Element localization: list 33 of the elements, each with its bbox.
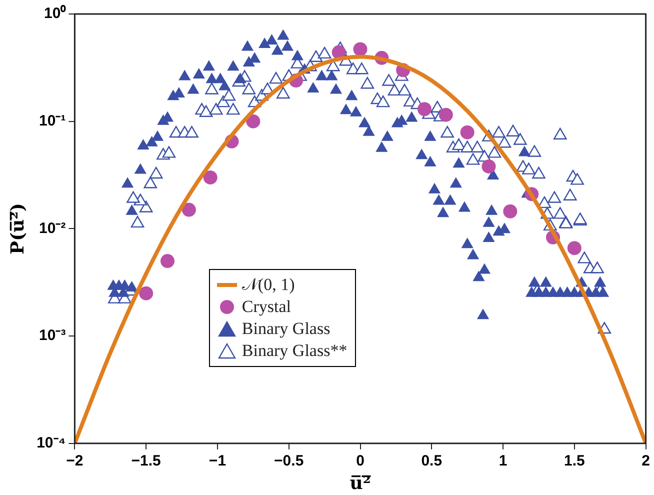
point: [503, 204, 518, 218]
y-tick-label: 10⁻²: [39, 220, 66, 237]
x-tick-label: −1.5: [131, 452, 161, 470]
x-tick-label: −0.5: [274, 452, 304, 470]
legend-label: Binary Glass**: [242, 341, 348, 362]
legend-label: Crystal: [242, 297, 292, 318]
x-axis-title: u̅²̅: [350, 472, 371, 494]
point: [438, 108, 453, 122]
point: [460, 125, 474, 140]
y-tick-label: 10⁻⁴: [36, 434, 66, 452]
y-axis-title: P(u̅²̅): [7, 202, 28, 254]
point: [418, 102, 432, 116]
y-tick-label: 10⁰: [44, 4, 67, 22]
x-tick-label: 2: [642, 452, 650, 470]
point: [203, 170, 218, 184]
y-tick-label: 10⁻³: [39, 327, 66, 344]
line-series: [74, 54, 646, 444]
y-tick-label: 10⁻¹: [39, 112, 66, 130]
point: [139, 286, 154, 300]
x-tick-label: 1.5: [564, 452, 585, 470]
point: [182, 202, 196, 217]
x-tick-label: 1: [498, 452, 508, 470]
point: [246, 114, 260, 128]
x-tick-label: 0.5: [421, 452, 442, 470]
point: [160, 254, 175, 268]
point: [353, 42, 368, 56]
x-tick-label: 0: [356, 452, 364, 470]
legend-label: 𝒩(0, 1): [242, 275, 295, 296]
x-tick-label: −2: [66, 452, 84, 470]
x-tick-label: −1: [208, 452, 226, 470]
legend-label: Binary Glass: [242, 319, 330, 340]
point: [567, 241, 582, 256]
point: [482, 159, 496, 174]
